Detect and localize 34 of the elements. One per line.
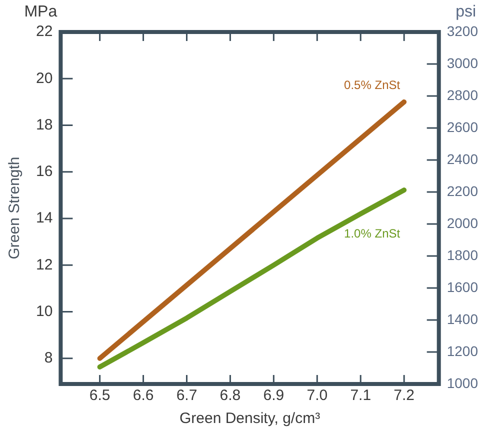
y2-tick-label: 2000 xyxy=(446,214,478,231)
y2-tick-label: 1400 xyxy=(446,310,478,327)
y-tick-label: 20 xyxy=(36,70,53,87)
y-tick-label: 22 xyxy=(36,23,53,40)
x-tick-label: 6.7 xyxy=(176,387,198,404)
y2-tick-label: 1200 xyxy=(446,342,478,359)
y2-tick-label: 1000 xyxy=(446,374,478,391)
y-tick-label: 8 xyxy=(44,350,53,366)
y2-tick-label: 2600 xyxy=(446,118,478,135)
y-tick-label: 18 xyxy=(36,116,53,134)
y2-tick-label: 3200 xyxy=(446,22,478,39)
y2-tick-label: 2200 xyxy=(446,182,478,199)
y-tick-label: 16 xyxy=(36,163,53,180)
y2-tick-label: 2800 xyxy=(446,86,478,103)
x-tick-label: 6.6 xyxy=(132,387,154,404)
y-tick-label: 10 xyxy=(36,302,53,320)
x-tick-label: 7.0 xyxy=(306,387,328,404)
text: MPa xyxy=(24,3,58,20)
x-tick-label: 6.8 xyxy=(220,387,241,404)
y-tick-label: 12 xyxy=(36,256,53,274)
x-tick-label: 7.1 xyxy=(350,387,372,404)
series-label: 0.5% ZnSt xyxy=(344,78,401,92)
y2-tick-label: 2400 xyxy=(446,150,478,167)
x-tick-label: 6.9 xyxy=(263,387,284,404)
y2-tick-label: 1600 xyxy=(446,278,478,295)
x-axis-title: Green Density, g/cm³ xyxy=(179,410,320,428)
y-tick-label: 14 xyxy=(36,210,53,227)
x-tick-label: 7.2 xyxy=(394,387,415,404)
y-axis-title: Green Strength xyxy=(6,156,24,260)
y2-tick-label: 3000 xyxy=(446,54,478,71)
y2-axis-title: psi xyxy=(456,3,476,20)
x-tick-label: 6.5 xyxy=(89,387,110,404)
series-label: 1.0% ZnSt xyxy=(344,226,401,240)
y2-tick-label: 1800 xyxy=(446,246,478,263)
